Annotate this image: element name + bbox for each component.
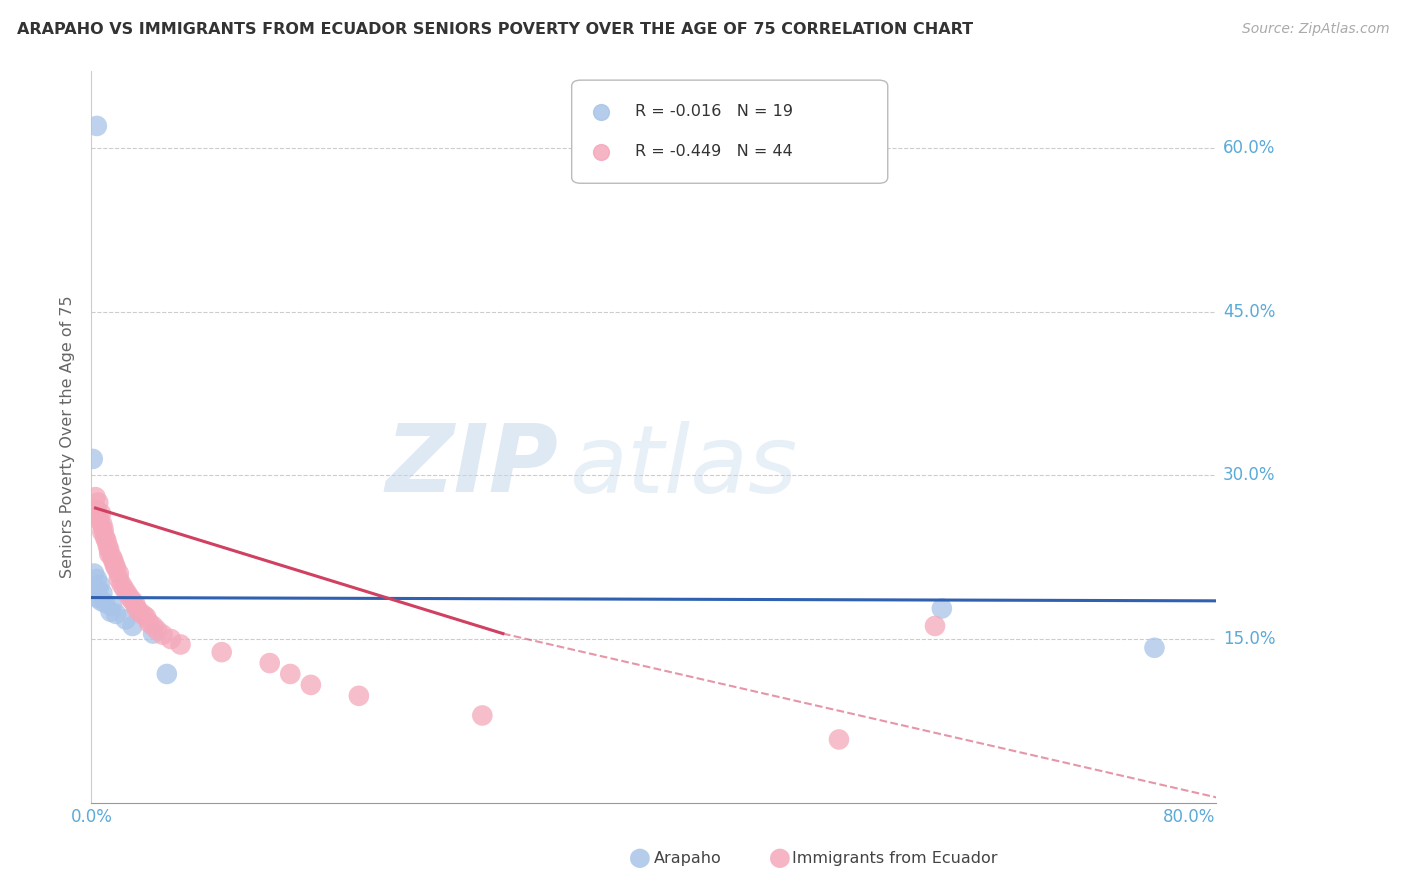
Point <box>121 594 143 608</box>
Point <box>135 610 157 624</box>
Point <box>112 582 135 596</box>
Text: 60.0%: 60.0% <box>1223 139 1275 157</box>
Point <box>299 678 322 692</box>
Text: ⬤: ⬤ <box>769 848 792 868</box>
Point <box>98 542 121 557</box>
Point <box>125 601 148 615</box>
Point <box>115 586 138 600</box>
Point <box>98 547 121 561</box>
Point <box>278 667 301 681</box>
Point <box>94 596 117 610</box>
Point <box>211 645 233 659</box>
Text: 15.0%: 15.0% <box>1223 630 1275 648</box>
Text: 45.0%: 45.0% <box>1223 302 1275 320</box>
Point <box>124 597 146 611</box>
Point <box>105 561 128 575</box>
Point <box>152 628 174 642</box>
Point <box>94 531 117 545</box>
Point <box>128 605 150 619</box>
Point <box>100 605 122 619</box>
Point <box>142 626 165 640</box>
Point <box>259 656 281 670</box>
Point <box>90 594 112 608</box>
Point <box>82 451 104 466</box>
Point <box>924 619 946 633</box>
Point <box>90 507 112 521</box>
Point <box>138 615 160 630</box>
Point <box>931 601 953 615</box>
Text: ⬤: ⬤ <box>628 848 651 868</box>
Point <box>101 599 124 614</box>
Text: R = -0.449   N = 44: R = -0.449 N = 44 <box>634 145 793 160</box>
Point <box>84 490 107 504</box>
Point <box>471 708 494 723</box>
Text: R = -0.016   N = 19: R = -0.016 N = 19 <box>634 104 793 120</box>
Point <box>347 689 370 703</box>
Text: ZIP: ZIP <box>385 420 558 512</box>
Point <box>105 607 128 621</box>
Point <box>87 495 110 509</box>
Point <box>87 582 110 597</box>
Point <box>86 591 108 605</box>
Y-axis label: Seniors Poverty Over the Age of 75: Seniors Poverty Over the Age of 75 <box>60 296 76 578</box>
Point <box>121 619 143 633</box>
Point <box>86 503 108 517</box>
Text: 30.0%: 30.0% <box>1223 467 1275 484</box>
Point <box>114 612 136 626</box>
Point <box>86 572 108 586</box>
Point <box>89 514 111 528</box>
Point <box>89 577 111 591</box>
Point <box>118 591 141 605</box>
Text: ARAPAHO VS IMMIGRANTS FROM ECUADOR SENIORS POVERTY OVER THE AGE OF 75 CORRELATIO: ARAPAHO VS IMMIGRANTS FROM ECUADOR SENIO… <box>17 22 973 37</box>
Point <box>156 667 179 681</box>
Point <box>108 566 131 581</box>
Point <box>160 632 183 646</box>
Text: Arapaho: Arapaho <box>654 851 721 865</box>
Point <box>93 523 115 537</box>
Text: Source: ZipAtlas.com: Source: ZipAtlas.com <box>1241 22 1389 37</box>
Point <box>101 550 124 565</box>
Point <box>132 607 155 622</box>
Point <box>103 553 125 567</box>
Point <box>828 732 851 747</box>
Point <box>87 509 110 524</box>
Point <box>91 586 114 600</box>
Point <box>108 572 131 586</box>
Text: Immigrants from Ecuador: Immigrants from Ecuador <box>792 851 997 865</box>
Point <box>104 558 127 572</box>
Point <box>1143 640 1166 655</box>
Point <box>96 533 118 548</box>
Point <box>97 539 120 553</box>
Point <box>86 119 108 133</box>
Point <box>146 624 169 638</box>
FancyBboxPatch shape <box>572 80 887 183</box>
Point <box>169 638 191 652</box>
Point <box>91 517 114 532</box>
Point <box>142 619 165 633</box>
Point <box>110 577 132 591</box>
Point <box>83 566 105 581</box>
Point <box>91 524 114 539</box>
Text: atlas: atlas <box>569 421 797 512</box>
